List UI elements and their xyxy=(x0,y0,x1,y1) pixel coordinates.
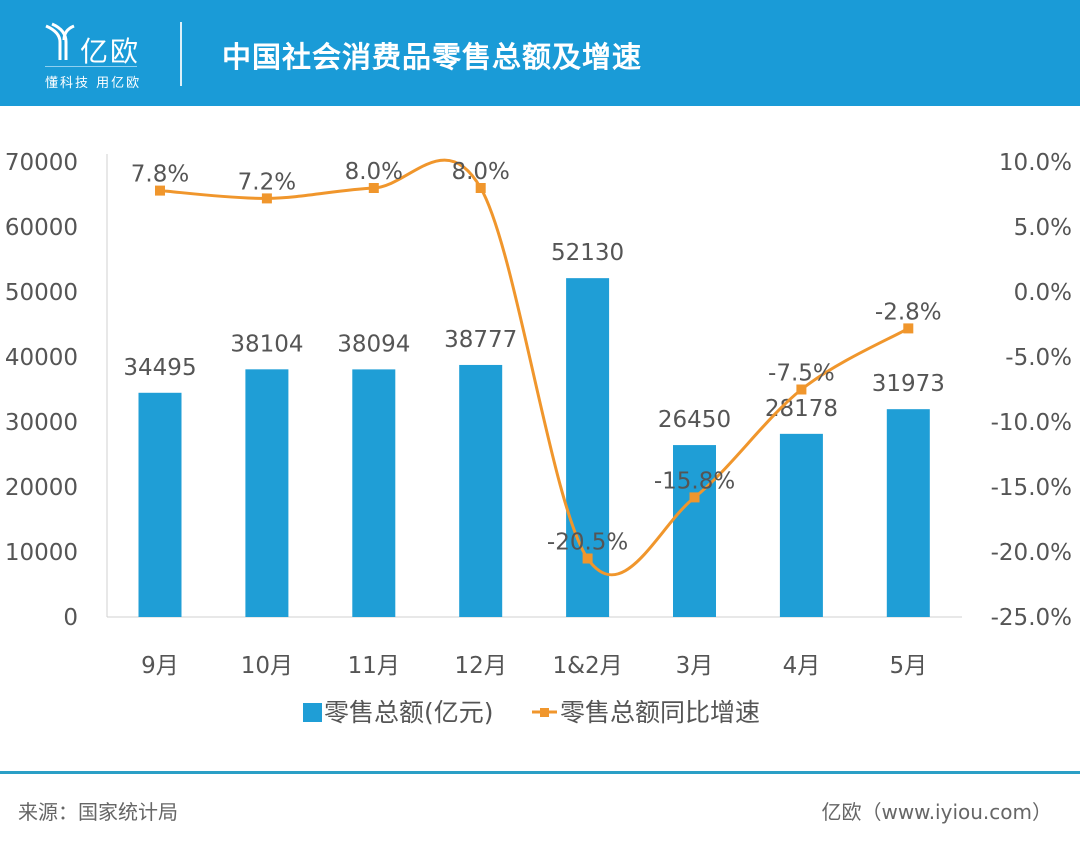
growth-data-label: -2.8% xyxy=(875,299,942,325)
x-tick-label: 5月 xyxy=(889,653,927,679)
bar-data-label: 34495 xyxy=(123,355,196,381)
left-tick-label: 20000 xyxy=(5,475,78,501)
growth-point xyxy=(368,183,379,193)
legend-bar-label: 零售总额(亿元) xyxy=(324,698,494,727)
growth-point xyxy=(796,384,807,395)
bar xyxy=(138,392,182,617)
left-tick-label: 50000 xyxy=(5,280,78,306)
right-tick-label: -10.0% xyxy=(991,410,1072,436)
x-tick-label: 12月 xyxy=(455,653,507,679)
growth-point xyxy=(261,193,272,204)
x-tick-label: 11月 xyxy=(348,653,400,679)
bar-data-label: 28178 xyxy=(765,396,838,422)
right-tick-label: -5.0% xyxy=(1005,345,1072,371)
growth-data-label: -20.5% xyxy=(547,530,628,556)
x-tick-label: 3月 xyxy=(676,653,714,679)
left-tick-label: 30000 xyxy=(5,410,78,436)
growth-point xyxy=(689,492,700,503)
growth-data-label: 8.0% xyxy=(345,159,403,185)
growth-point xyxy=(475,183,486,193)
footer-divider xyxy=(0,771,1080,774)
right-tick-label: 0.0% xyxy=(1014,280,1072,306)
right-tick-label: 5.0% xyxy=(1014,215,1072,241)
bar xyxy=(886,409,930,617)
header-banner: 亿欧 懂科技 用亿欧 中国社会消费品零售总额及增速 xyxy=(0,0,1080,106)
page-title: 中国社会消费品零售总额及增速 xyxy=(222,40,643,74)
logo-text: 亿欧 xyxy=(80,35,141,68)
growth-data-label: 8.0% xyxy=(451,159,509,185)
legend-line-marker xyxy=(540,708,549,717)
source-note: 来源：国家统计局 xyxy=(18,800,178,824)
bar-data-label: 52130 xyxy=(551,240,624,266)
growth-data-label: 7.8% xyxy=(131,162,189,188)
x-tick-label: 4月 xyxy=(783,653,821,679)
bar-data-label: 26450 xyxy=(658,407,731,433)
bar xyxy=(779,433,823,617)
chart: 0 10000 20000 30000 40000 50000 60000 70000 -25.… xyxy=(5,150,1072,727)
x-tick-label: 9月 xyxy=(141,653,179,679)
right-tick-label: -15.0% xyxy=(991,475,1072,501)
header-divider xyxy=(180,22,182,86)
growth-point xyxy=(582,553,593,564)
legend-line-label: 零售总额同比增速 xyxy=(560,698,760,727)
left-tick-label: 40000 xyxy=(5,345,78,371)
bar xyxy=(566,278,610,617)
growth-data-label: 7.2% xyxy=(238,169,296,195)
right-tick-label: -25.0% xyxy=(991,605,1072,631)
logo-slogan: 懂科技 用亿欧 xyxy=(45,76,142,91)
bar xyxy=(459,364,503,617)
brand-note: 亿欧（www.iyiou.com） xyxy=(821,800,1052,824)
x-tick-label: 1&2月 xyxy=(552,653,622,679)
right-tick-label: -20.0% xyxy=(991,540,1072,566)
left-tick-label: 0 xyxy=(63,605,78,631)
bar-data-label: 38104 xyxy=(230,331,303,357)
right-tick-label: 10.0% xyxy=(999,150,1072,176)
growth-data-label: -15.8% xyxy=(654,468,735,494)
growth-line xyxy=(159,158,910,577)
bar xyxy=(245,369,289,617)
x-tick-label: 10月 xyxy=(241,653,293,679)
bar xyxy=(673,445,716,617)
left-tick-label: 70000 xyxy=(5,150,78,176)
bar-data-label: 38777 xyxy=(444,327,517,353)
growth-point xyxy=(903,323,914,334)
legend-bar-swatch xyxy=(303,703,322,722)
logo-underline xyxy=(45,66,137,67)
growth-point xyxy=(155,185,165,196)
bar-data-label: 31973 xyxy=(872,371,945,397)
left-tick-label: 10000 xyxy=(5,540,78,566)
yiou-logo-icon xyxy=(45,22,75,60)
left-tick-label: 60000 xyxy=(5,215,78,241)
bar-data-label: 38094 xyxy=(337,331,410,357)
bar xyxy=(352,369,396,617)
growth-data-label: -7.5% xyxy=(768,361,835,387)
